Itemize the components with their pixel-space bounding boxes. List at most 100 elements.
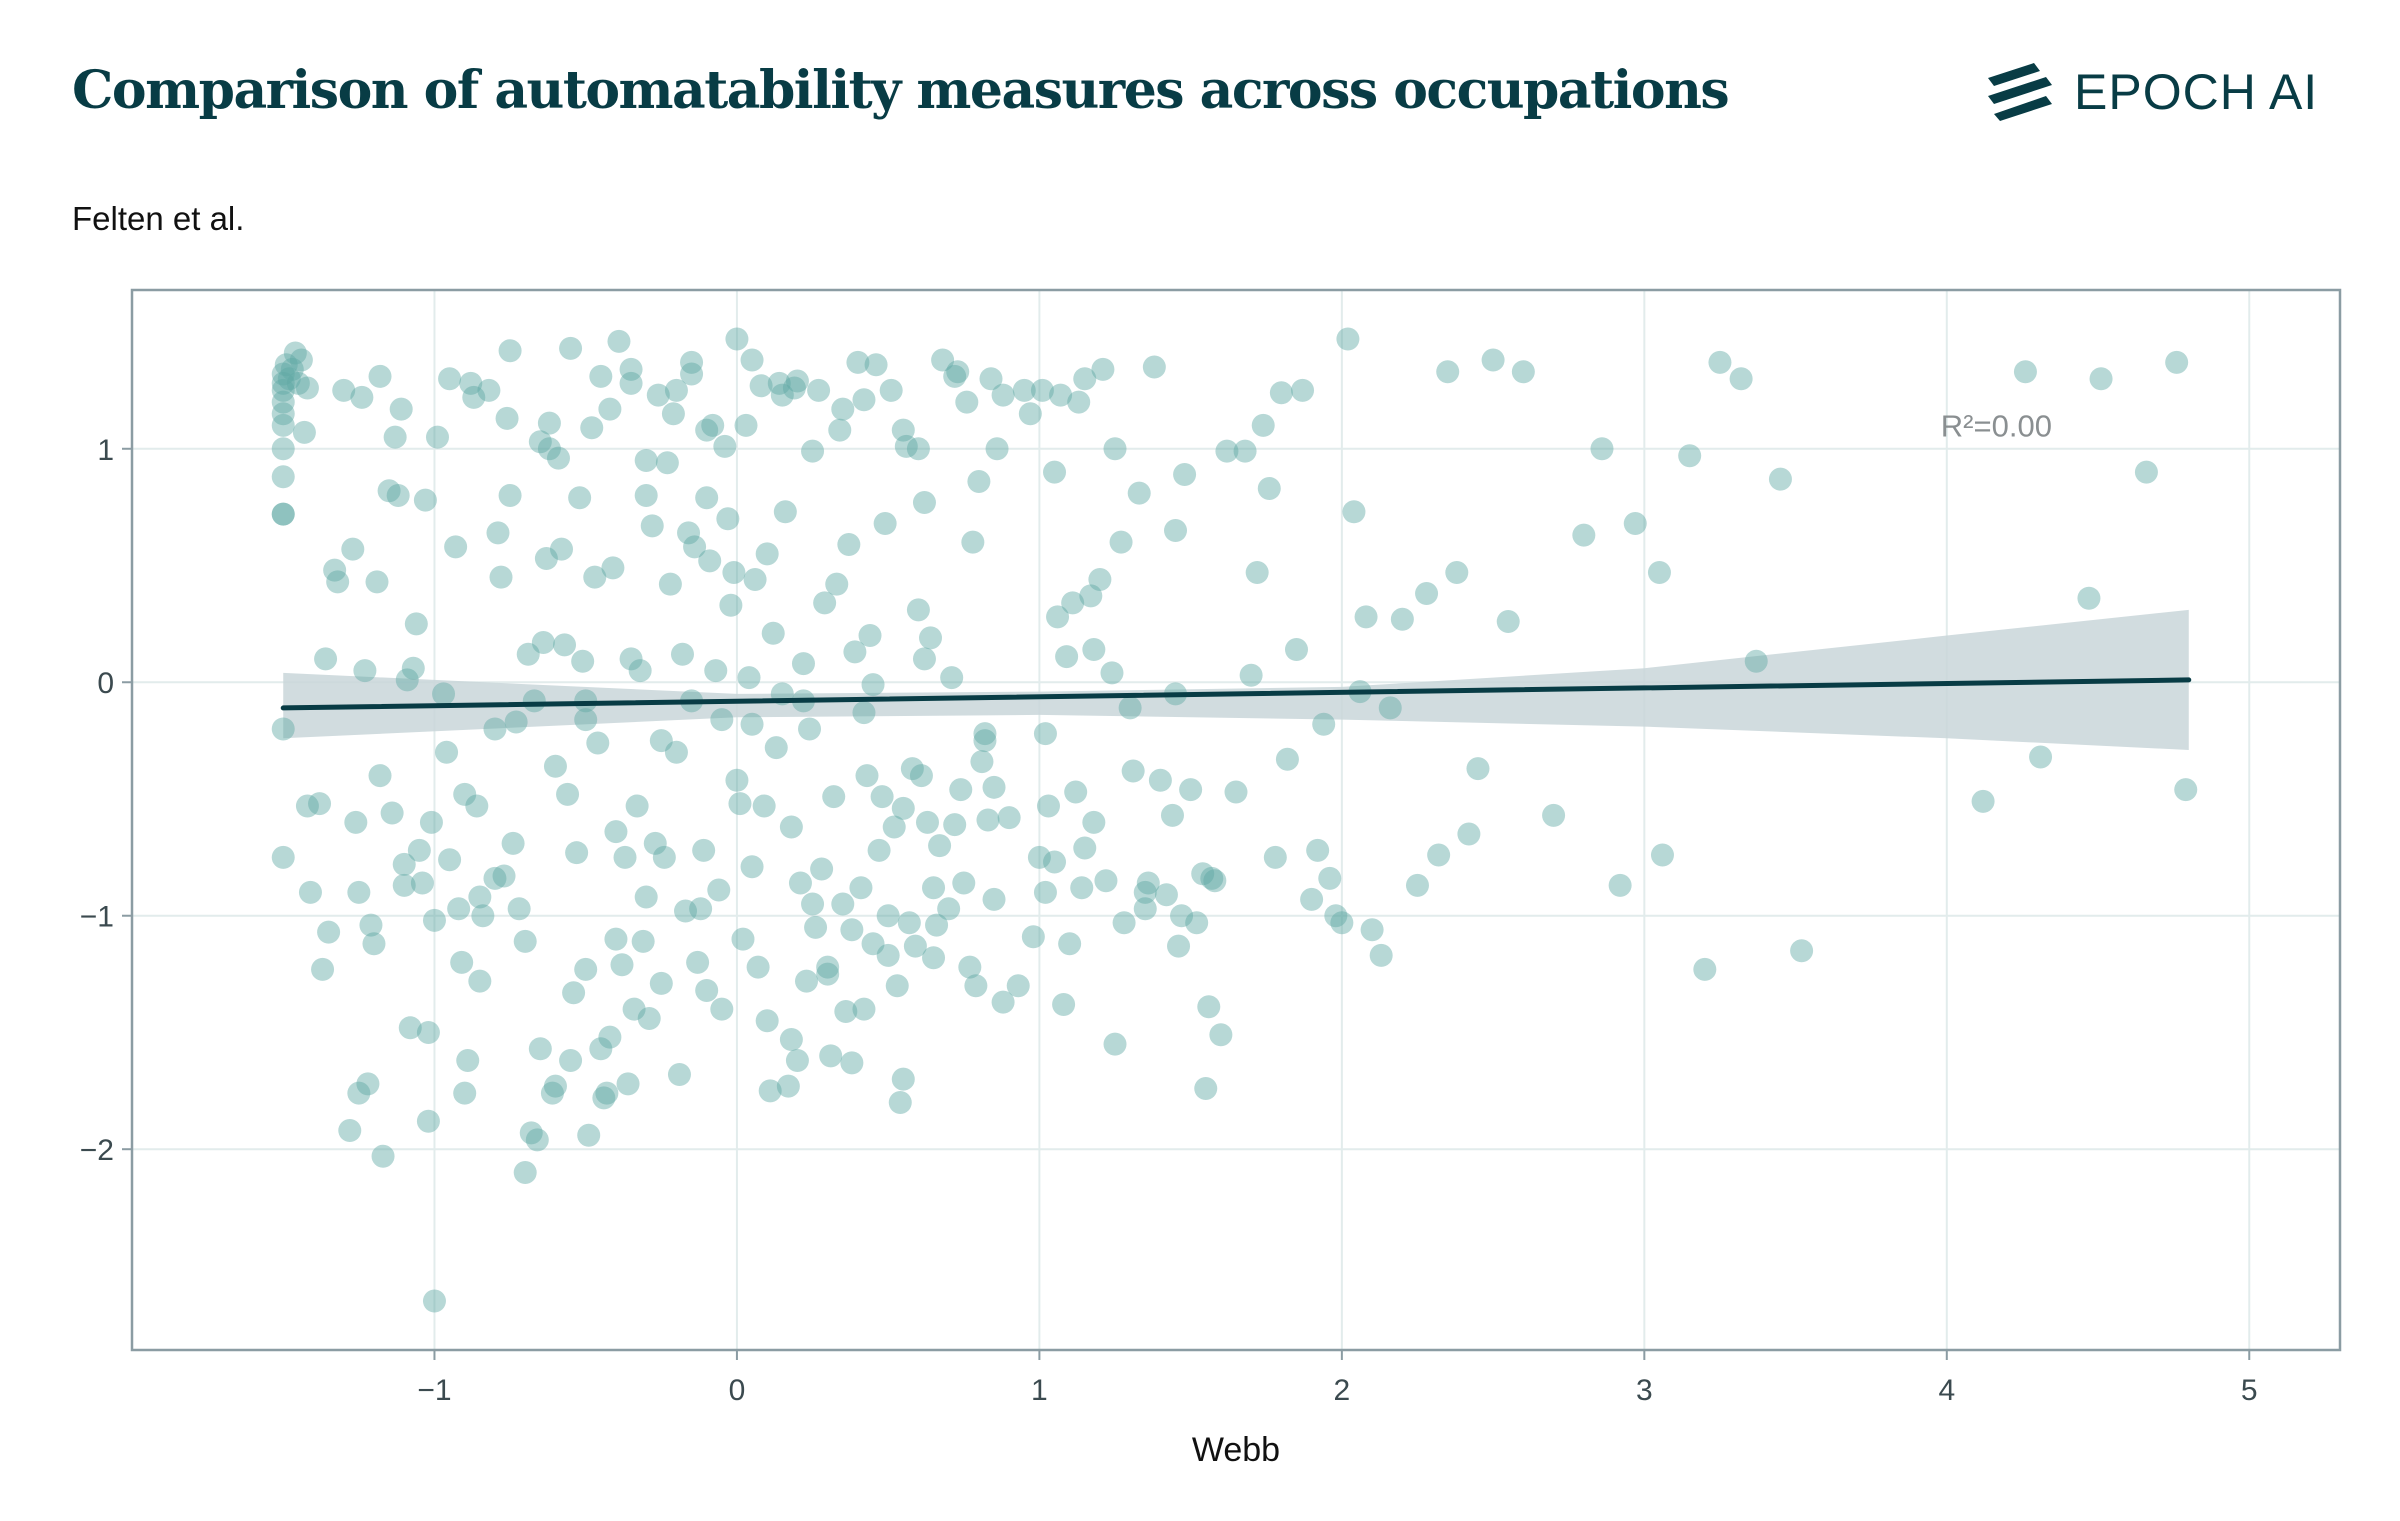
scatter-point bbox=[997, 806, 1021, 830]
scatter-point bbox=[991, 990, 1015, 1014]
scatter-point bbox=[1354, 605, 1378, 629]
scatter-point bbox=[295, 794, 319, 818]
scatter-point bbox=[746, 955, 770, 979]
scatter-point bbox=[897, 911, 921, 935]
scatter-point bbox=[740, 348, 764, 372]
scatter-point bbox=[444, 535, 468, 559]
scatter-point bbox=[680, 350, 704, 374]
scatter-point bbox=[619, 371, 643, 395]
x-tick-label: 0 bbox=[729, 1374, 746, 1407]
scatter-point bbox=[619, 647, 643, 671]
scatter-point bbox=[719, 593, 743, 617]
scatter-point bbox=[468, 885, 492, 909]
scatter-point bbox=[1971, 789, 1995, 813]
scatter-point bbox=[540, 1081, 564, 1105]
scatter-point bbox=[734, 413, 758, 437]
r-squared-annotation: R²=0.00 bbox=[1941, 408, 2052, 443]
scatter-point bbox=[798, 717, 822, 741]
scatter-point bbox=[903, 934, 927, 958]
scatter-point bbox=[389, 397, 413, 421]
scatter-point bbox=[689, 897, 713, 921]
scatter-point bbox=[761, 621, 785, 645]
plot-frame-layer bbox=[130, 288, 2342, 1352]
scatter-point bbox=[813, 591, 837, 615]
scatter-point bbox=[785, 369, 809, 393]
scatter-point bbox=[483, 717, 507, 741]
scatter-point bbox=[831, 397, 855, 421]
scatter-point bbox=[710, 997, 734, 1021]
scatter-point bbox=[1173, 462, 1197, 486]
scatter-point bbox=[891, 418, 915, 442]
scatter-point bbox=[743, 568, 767, 592]
scatter-point bbox=[1744, 649, 1768, 673]
scatter-point bbox=[1224, 780, 1248, 804]
scatter-point bbox=[359, 913, 383, 937]
scatter-point bbox=[598, 397, 622, 421]
scatter-point bbox=[471, 904, 495, 928]
scatter-point bbox=[537, 411, 561, 435]
scatter-point bbox=[341, 537, 365, 561]
scatter-point bbox=[1094, 869, 1118, 893]
scatter-point bbox=[571, 649, 595, 673]
scatter-point bbox=[922, 876, 946, 900]
scatter-point bbox=[1608, 873, 1632, 897]
y-tick-label: 1 bbox=[97, 434, 114, 467]
scatter-point bbox=[601, 556, 625, 580]
scatter-point bbox=[1306, 838, 1330, 862]
scatter-point bbox=[1127, 481, 1151, 505]
scatter-point bbox=[1466, 757, 1490, 781]
scatter-point bbox=[462, 385, 486, 409]
scatter-point bbox=[1650, 843, 1674, 867]
scatter-point bbox=[801, 892, 825, 916]
scatter-point bbox=[674, 899, 698, 923]
scatter-point bbox=[1082, 810, 1106, 834]
scatter-point bbox=[271, 390, 295, 414]
scatter-point bbox=[867, 838, 891, 862]
scatter-point bbox=[386, 483, 410, 507]
scatter-point bbox=[543, 1074, 567, 1098]
scatter-point bbox=[937, 897, 961, 921]
scatter-point bbox=[1103, 1032, 1127, 1056]
scatter-point bbox=[1185, 911, 1209, 935]
scatter-point bbox=[383, 425, 407, 449]
scatter-point bbox=[1269, 381, 1293, 405]
scatter-point bbox=[1043, 850, 1067, 874]
scatter-point bbox=[395, 668, 419, 692]
scatter-point bbox=[1445, 561, 1469, 585]
scatter-point bbox=[764, 736, 788, 760]
scatter-point bbox=[292, 420, 316, 444]
scatter-point bbox=[368, 764, 392, 788]
scatter-point bbox=[498, 339, 522, 363]
scatter-point bbox=[912, 490, 936, 514]
scatter-point bbox=[873, 511, 897, 535]
scatter-point bbox=[704, 659, 728, 683]
scatter-point bbox=[1729, 367, 1753, 391]
scatter-point bbox=[1058, 932, 1082, 956]
scatter-point bbox=[392, 873, 416, 897]
scatter-point bbox=[707, 878, 731, 902]
scatter-point bbox=[568, 486, 592, 510]
scatter-point bbox=[680, 362, 704, 386]
scatter-point bbox=[504, 710, 528, 734]
scatter-point bbox=[740, 855, 764, 879]
scatter-point bbox=[758, 1079, 782, 1103]
y-axis-label: Felten et al. bbox=[72, 200, 245, 237]
scatter-point bbox=[562, 981, 586, 1005]
tick-labels: −1 0 1 2 3 4 5 −2 −1 0 1 bbox=[80, 434, 2258, 1407]
scatter-point bbox=[410, 871, 434, 895]
scatter-point bbox=[1055, 645, 1079, 669]
scatter-point bbox=[710, 708, 734, 732]
confidence-band-layer bbox=[283, 609, 2189, 750]
scatter-point bbox=[677, 521, 701, 545]
scatter-point bbox=[589, 364, 613, 388]
scatter-point bbox=[698, 549, 722, 573]
scatter-point bbox=[332, 378, 356, 402]
x-axis-label: Webb bbox=[1192, 1431, 1280, 1469]
scatter-point bbox=[537, 437, 561, 461]
scatter-point bbox=[831, 892, 855, 916]
scatter-point bbox=[713, 434, 737, 458]
scatter-point bbox=[314, 647, 338, 671]
gridlines bbox=[122, 290, 2340, 1360]
scatter-point bbox=[667, 1062, 691, 1086]
scatter-point bbox=[1154, 883, 1178, 907]
